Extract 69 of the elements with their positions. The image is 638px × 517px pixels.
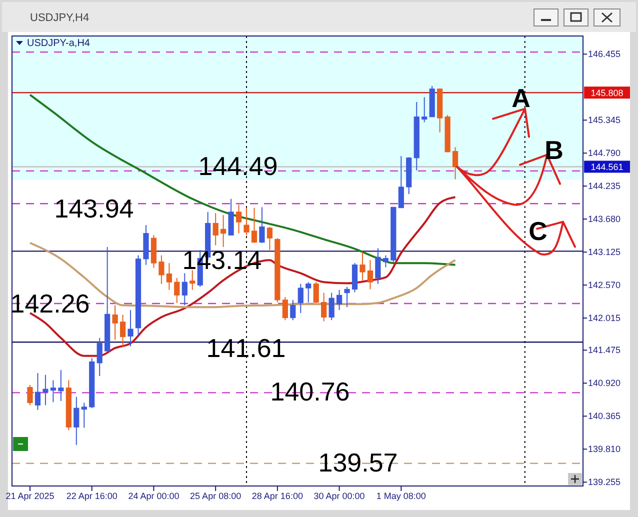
candlestick (298, 283, 304, 314)
candlestick (452, 146, 458, 180)
candlestick (328, 292, 334, 321)
candlestick (34, 372, 41, 410)
ref-line-label: 140.76 (270, 376, 350, 407)
y-tick-label: 146.455 (588, 49, 621, 60)
candlestick (174, 277, 180, 304)
candlestick (290, 299, 296, 321)
candlestick (375, 248, 381, 284)
candlestick (266, 226, 273, 251)
candlestick (251, 207, 258, 244)
candlestick (382, 254, 388, 268)
candlestick (190, 270, 196, 290)
x-tick-label: 24 Apr 00:00 (128, 491, 180, 501)
y-tick-label: 142.570 (588, 280, 621, 290)
annotation: B (544, 134, 564, 165)
y-tick-label: 141.475 (588, 345, 621, 356)
candlestick (244, 207, 250, 236)
candlestick (58, 370, 64, 402)
candlestick (50, 380, 56, 403)
candlestick (344, 286, 350, 308)
candlestick (27, 384, 33, 406)
y-tick-label: 139.810 (588, 444, 621, 454)
candlestick (96, 337, 102, 377)
ref-line-label: 145.808 (590, 88, 624, 98)
candlestick (120, 314, 126, 348)
x-tick-label: 1 May 08:00 (376, 491, 426, 501)
candlestick (313, 282, 319, 304)
candlestick (166, 262, 172, 290)
x-tick-label: 22 Apr 16:00 (66, 491, 118, 501)
y-tick-label: 139.255 (588, 477, 621, 488)
y-tick-label: 145.345 (588, 115, 621, 126)
chart-title: USDJPY,H4 (30, 12, 90, 24)
y-tick-label: 143.680 (588, 214, 621, 224)
x-tick-label: 28 Apr 16:00 (252, 491, 303, 501)
candlestick (398, 156, 404, 208)
x-tick-label: 30 Apr 00:00 (314, 491, 365, 501)
candlestick (422, 96, 428, 123)
x-tick-label: 25 Apr 08:00 (190, 491, 242, 501)
candlestick (182, 272, 188, 306)
y-tick-label: 144.235 (588, 181, 621, 192)
candlestick (336, 289, 342, 311)
y-tick-label: 144.790 (588, 148, 621, 158)
ref-line-label: 144.49 (198, 150, 278, 181)
candlestick (81, 402, 87, 428)
candlestick (306, 282, 312, 303)
candlestick (259, 206, 265, 244)
candlestick (112, 304, 118, 340)
candlestick (128, 310, 134, 347)
y-tick-label: 140.365 (588, 411, 621, 422)
y-tick-label: 140.920 (588, 378, 621, 388)
candlestick (228, 198, 234, 236)
y-tick-label: 143.125 (588, 247, 621, 258)
y-tick-label: 142.015 (588, 313, 621, 324)
candlestick (367, 260, 374, 290)
x-tick-label: 21 Apr 2025 (6, 491, 54, 501)
chart-subtitle: USDJPY-a,H4 (27, 38, 90, 49)
candlestick (212, 212, 218, 246)
candlestick (158, 254, 164, 284)
candlestick (282, 296, 288, 321)
ref-line-label: 143.94 (54, 194, 134, 224)
candlestick (360, 251, 366, 281)
ref-line-label: 144.561 (590, 162, 624, 172)
candlestick (220, 214, 226, 248)
candlestick (236, 204, 242, 234)
ref-line-label: 141.61 (206, 333, 286, 364)
candlestick (74, 396, 80, 446)
candlestick (321, 292, 327, 322)
candlestick (42, 374, 48, 406)
